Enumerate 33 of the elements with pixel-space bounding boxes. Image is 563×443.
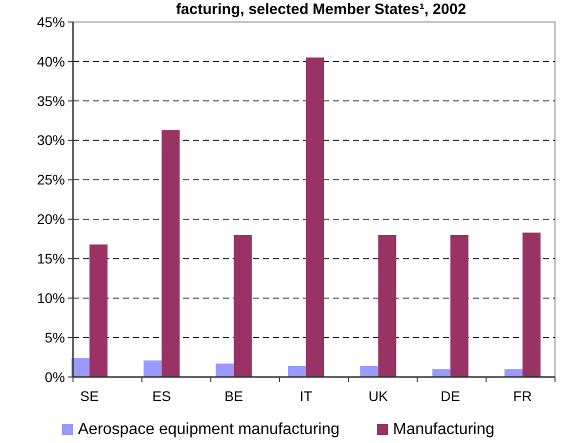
bar bbox=[144, 360, 162, 377]
bar bbox=[162, 130, 180, 377]
x-tick-label: DE bbox=[440, 388, 460, 404]
bar bbox=[89, 244, 108, 377]
y-tick-label: 0% bbox=[44, 368, 65, 385]
bar bbox=[450, 235, 468, 377]
y-tick-label: 25% bbox=[36, 172, 65, 188]
bar bbox=[432, 369, 450, 377]
bar bbox=[360, 366, 378, 377]
y-tick-label: 40% bbox=[36, 53, 65, 70]
x-tick-label: ES bbox=[152, 388, 171, 404]
bar bbox=[522, 232, 541, 377]
bar bbox=[234, 235, 252, 377]
x-tick-label: IT bbox=[300, 388, 313, 404]
y-tick-label: 20% bbox=[36, 211, 65, 228]
y-tick-label: 45% bbox=[36, 14, 65, 30]
x-tick-label: FR bbox=[513, 388, 532, 404]
legend-label: Manufacturing bbox=[393, 421, 494, 438]
bar bbox=[378, 235, 396, 377]
bar bbox=[216, 364, 234, 377]
x-tick-label: SE bbox=[80, 388, 99, 404]
x-tick-label: UK bbox=[368, 388, 389, 404]
bar bbox=[288, 366, 306, 377]
bar bbox=[306, 58, 324, 377]
x-tick-label: BE bbox=[224, 388, 244, 404]
chart-title: facturing, selected Member States¹, 2002 bbox=[176, 1, 466, 18]
legend-label: Aerospace equipment manufacturing bbox=[78, 421, 340, 438]
y-tick-label: 10% bbox=[36, 290, 65, 306]
y-tick-label: 15% bbox=[36, 250, 65, 267]
y-tick-label: 35% bbox=[36, 92, 65, 109]
y-tick-label: 30% bbox=[36, 132, 65, 148]
y-tick-label: 5% bbox=[44, 329, 65, 346]
bar bbox=[504, 369, 523, 377]
